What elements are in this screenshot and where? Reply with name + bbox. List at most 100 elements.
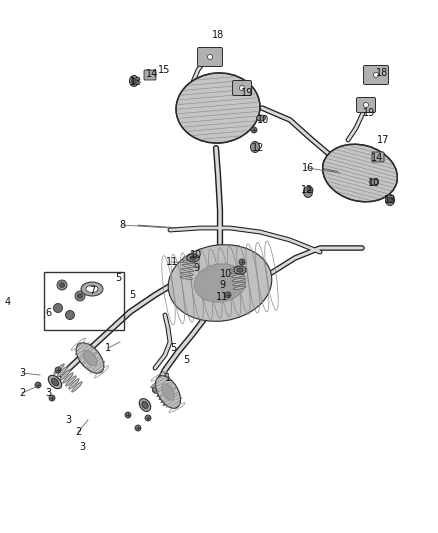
FancyBboxPatch shape [233, 80, 251, 95]
Text: 10: 10 [190, 250, 202, 260]
Ellipse shape [233, 286, 246, 289]
Ellipse shape [57, 367, 67, 377]
Ellipse shape [161, 395, 171, 402]
Ellipse shape [322, 144, 397, 202]
Circle shape [57, 280, 67, 290]
Circle shape [240, 85, 244, 91]
Text: 10: 10 [257, 115, 269, 125]
Ellipse shape [86, 286, 98, 293]
Circle shape [75, 291, 85, 301]
Text: 19: 19 [363, 108, 375, 118]
Circle shape [208, 54, 212, 60]
Text: 10: 10 [368, 178, 380, 188]
FancyBboxPatch shape [357, 98, 375, 112]
Ellipse shape [194, 264, 246, 302]
Ellipse shape [131, 78, 137, 84]
Text: 19: 19 [241, 88, 253, 98]
Text: 12: 12 [301, 185, 313, 195]
Text: 18: 18 [376, 68, 388, 78]
Circle shape [364, 102, 368, 108]
Text: 1: 1 [105, 343, 111, 353]
Ellipse shape [180, 276, 192, 279]
Circle shape [55, 367, 61, 373]
Ellipse shape [54, 364, 64, 374]
Circle shape [125, 412, 131, 418]
Text: 13: 13 [384, 195, 396, 205]
Ellipse shape [157, 389, 167, 397]
Ellipse shape [251, 141, 259, 152]
Circle shape [49, 395, 55, 401]
FancyBboxPatch shape [198, 47, 223, 67]
Ellipse shape [233, 282, 245, 286]
Text: 8: 8 [119, 220, 125, 230]
Text: 12: 12 [252, 143, 264, 153]
Ellipse shape [182, 264, 194, 268]
Text: 17: 17 [377, 135, 389, 145]
Ellipse shape [48, 375, 62, 389]
Ellipse shape [155, 386, 165, 394]
Circle shape [145, 415, 151, 421]
Ellipse shape [155, 376, 180, 408]
Text: 1: 1 [165, 373, 171, 383]
Ellipse shape [66, 376, 76, 386]
Ellipse shape [385, 195, 395, 206]
Text: 10: 10 [220, 269, 232, 279]
Text: 3: 3 [65, 415, 71, 425]
Ellipse shape [76, 343, 104, 373]
Ellipse shape [187, 254, 199, 262]
Ellipse shape [151, 381, 161, 388]
Ellipse shape [181, 268, 194, 272]
FancyBboxPatch shape [144, 70, 156, 80]
Text: 5: 5 [115, 273, 121, 283]
Ellipse shape [139, 399, 151, 411]
Text: 7: 7 [89, 286, 95, 296]
Circle shape [251, 127, 257, 133]
Circle shape [66, 311, 74, 319]
Circle shape [53, 303, 63, 312]
Ellipse shape [153, 383, 163, 391]
Ellipse shape [232, 278, 244, 281]
Text: 5: 5 [170, 343, 176, 353]
Ellipse shape [234, 266, 246, 274]
Circle shape [78, 294, 82, 298]
Circle shape [60, 282, 64, 287]
Circle shape [374, 72, 378, 77]
Ellipse shape [230, 266, 243, 270]
Ellipse shape [190, 256, 196, 260]
Text: 15: 15 [158, 65, 170, 75]
Bar [44, 272, 124, 330]
Circle shape [225, 292, 231, 298]
Ellipse shape [181, 272, 193, 276]
Ellipse shape [63, 373, 73, 383]
Text: 14: 14 [146, 69, 158, 79]
Text: 11: 11 [166, 257, 178, 267]
Ellipse shape [237, 268, 243, 272]
Text: 18: 18 [212, 30, 224, 40]
Text: 2: 2 [19, 388, 25, 398]
Ellipse shape [69, 379, 79, 389]
Ellipse shape [81, 282, 103, 296]
Circle shape [307, 187, 313, 193]
Ellipse shape [162, 384, 174, 400]
Ellipse shape [168, 245, 272, 321]
Ellipse shape [60, 370, 70, 380]
Circle shape [239, 259, 245, 265]
Text: 13: 13 [130, 77, 142, 87]
FancyBboxPatch shape [372, 152, 384, 162]
Text: 3: 3 [79, 442, 85, 452]
Ellipse shape [176, 73, 260, 143]
Text: 9: 9 [193, 263, 199, 273]
Ellipse shape [257, 115, 265, 121]
Text: 5: 5 [129, 290, 135, 300]
Ellipse shape [159, 392, 169, 400]
Text: 4: 4 [5, 297, 11, 307]
Ellipse shape [304, 187, 312, 198]
Text: 14: 14 [371, 153, 383, 163]
Ellipse shape [142, 401, 148, 408]
Ellipse shape [72, 382, 82, 392]
Ellipse shape [370, 179, 378, 185]
Ellipse shape [231, 274, 244, 278]
Circle shape [135, 425, 141, 431]
Ellipse shape [388, 197, 392, 203]
Text: 6: 6 [45, 308, 51, 318]
